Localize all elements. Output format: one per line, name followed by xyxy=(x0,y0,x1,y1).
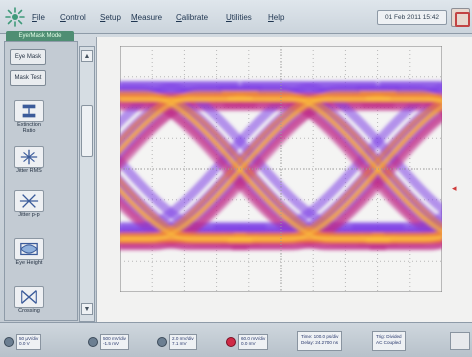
eye-trace xyxy=(366,235,442,241)
eye-trace xyxy=(120,90,396,238)
app-logo-icon xyxy=(5,7,25,27)
menu-bar: File Control Setup Measure Calibrate Uti… xyxy=(0,0,472,34)
channel-4-offset: 0.0 mV xyxy=(241,341,256,346)
jitter-pp-label: Jitter p-p xyxy=(18,212,40,218)
crossing-label: Crossing xyxy=(18,308,40,314)
channel-3-scale: 2.0 mV/div xyxy=(172,336,194,341)
menu-calibrate[interactable]: Calibrate xyxy=(176,13,209,22)
extinction-ratio-label: Extinction Ratio xyxy=(17,122,41,134)
trigger-coupling: AC Coupled xyxy=(376,340,401,345)
channel-3-offset: 7.1 mV xyxy=(172,341,187,346)
jitter-rms-label: Jitter RMS xyxy=(16,168,42,174)
channel-1-scale: 50 µV/div xyxy=(19,336,39,341)
menu-help[interactable]: Help xyxy=(268,13,285,22)
extinction-ratio-icon xyxy=(14,100,44,122)
trigger-icon[interactable] xyxy=(450,332,470,350)
timebase-scale: Time: 100.0 ps/div xyxy=(301,334,339,339)
jitter-rms-icon xyxy=(14,146,44,168)
menu-control[interactable]: Control xyxy=(60,13,86,22)
jitter-pp-button[interactable]: Jitter p-p xyxy=(14,190,44,224)
eye-trace xyxy=(222,90,442,233)
timebase-setting[interactable]: Time: 100.0 ps/div Delay: 24.2700 ns xyxy=(297,331,343,351)
eye-trace xyxy=(120,187,252,241)
eye-diagram-plot[interactable] xyxy=(120,46,442,292)
extinction-ratio-button[interactable]: Extinction Ratio xyxy=(14,100,44,134)
channel-2-offset: -1.5 mV xyxy=(103,341,120,346)
channel-2-icon xyxy=(88,337,98,347)
menu-utilities[interactable]: Utilities xyxy=(226,13,252,22)
status-bar: 50 µV/div 0.0 V 500 mV/div -1.5 mV 2.0 m… xyxy=(0,322,472,357)
date-time-display: 01 Feb 2011 15:42 xyxy=(377,10,447,25)
eye-height-icon xyxy=(14,238,44,260)
eye-trace xyxy=(120,97,252,151)
eye-height-button[interactable]: Eye Height xyxy=(14,238,44,272)
timebase-delay: Delay: 24.2700 ns xyxy=(301,340,339,345)
channel-2-scale: 500 mV/div xyxy=(103,336,126,341)
scroll-down-arrow-icon[interactable]: ▼ xyxy=(81,303,93,315)
scroll-thumb[interactable] xyxy=(81,105,93,157)
eye-trace xyxy=(366,97,442,103)
minimize-window-button[interactable] xyxy=(451,8,470,27)
scroll-up-arrow-icon[interactable]: ▲ xyxy=(81,50,93,62)
eye-trace xyxy=(120,90,258,155)
channel-2-text: 500 mV/div -1.5 mV xyxy=(100,334,129,350)
jitter-pp-icon xyxy=(14,190,44,212)
channel-3-text: 2.0 mV/div 7.1 mV xyxy=(169,334,197,350)
eye-trace xyxy=(352,210,442,233)
eye-height-label: Eye Height xyxy=(15,260,43,266)
channel-1-setting[interactable]: 50 µV/div 0.0 V xyxy=(4,331,42,353)
channel-4-icon xyxy=(226,337,236,347)
reference-level-marker-icon[interactable]: ◂ xyxy=(452,183,457,193)
jitter-rms-button[interactable]: Jitter RMS xyxy=(14,146,44,180)
trigger-setting[interactable]: Trig: Divided AC Coupled xyxy=(372,331,406,351)
menu-file[interactable]: File xyxy=(32,13,45,22)
channel-4-setting[interactable]: 60.0 mV/div 0.0 mV xyxy=(226,331,269,353)
channel-1-text: 50 µV/div 0.0 V xyxy=(16,334,42,350)
mode-tab[interactable]: Eye/Mask Mode xyxy=(6,31,74,41)
eye-trace xyxy=(234,102,442,238)
crossing-button[interactable]: Crossing xyxy=(14,286,44,320)
mask-test-button[interactable]: Mask Test xyxy=(10,70,46,86)
plot-grid-overlay xyxy=(120,46,442,292)
menu-setup[interactable]: Setup xyxy=(100,13,121,22)
menu-measure[interactable]: Measure xyxy=(131,13,163,22)
eye-mask-button[interactable]: Eye Mask xyxy=(10,49,46,65)
eye-trace xyxy=(360,90,442,103)
trigger-source: Trig: Divided xyxy=(376,334,402,339)
channel-1-icon xyxy=(4,337,14,347)
measurement-toolbar: Eye Mask Mask Test Extinction Ratio Jitt… xyxy=(4,41,78,321)
toolbar-scrollbar[interactable]: ▲ ▼ xyxy=(79,46,95,322)
channel-1-offset: 0.0 V xyxy=(19,341,30,346)
channel-2-setting[interactable]: 500 mV/div -1.5 mV xyxy=(88,331,129,353)
crossing-icon xyxy=(14,286,44,308)
eye-trace xyxy=(366,96,442,106)
channel-4-text: 60.0 mV/div 0.0 mV xyxy=(238,334,269,350)
channel-4-scale: 60.0 mV/div xyxy=(241,336,266,341)
channel-3-setting[interactable]: 2.0 mV/div 7.1 mV xyxy=(157,331,197,353)
channel-3-icon xyxy=(157,337,167,347)
